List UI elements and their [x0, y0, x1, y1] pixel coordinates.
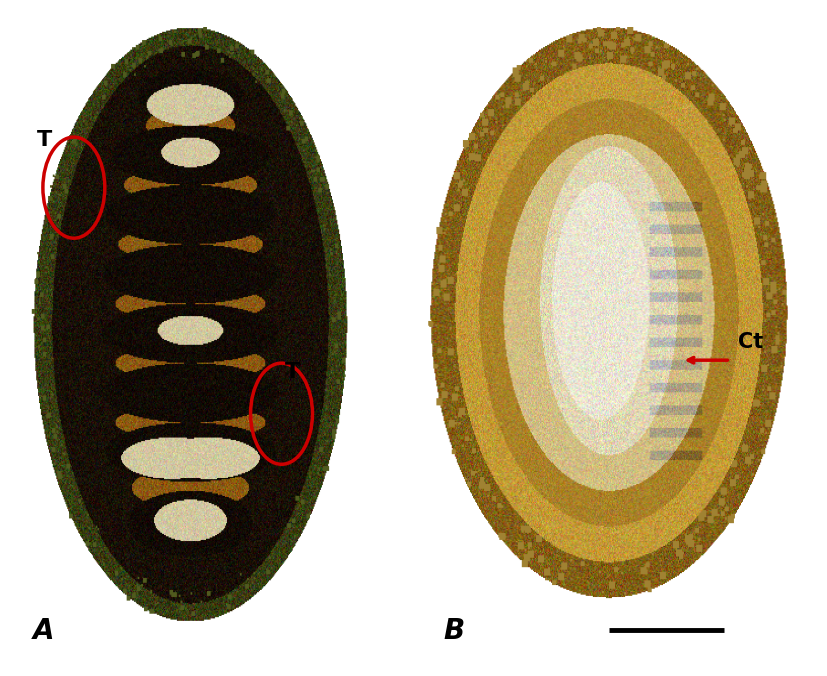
Text: Ct: Ct	[738, 333, 762, 352]
Text: B: B	[442, 617, 464, 645]
Text: A: A	[33, 617, 55, 645]
Text: T: T	[37, 130, 52, 150]
Text: T: T	[284, 362, 299, 382]
